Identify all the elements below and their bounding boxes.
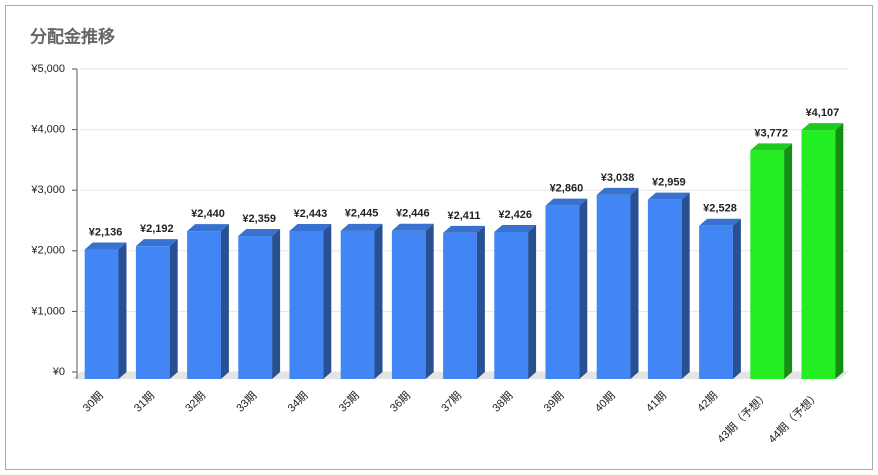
- bar-side: [272, 229, 281, 379]
- bar-top: [340, 223, 383, 231]
- bar-side: [835, 123, 844, 379]
- bar-front: [801, 130, 836, 379]
- bar-front: [494, 231, 529, 379]
- value-label: ¥2,359: [242, 213, 276, 225]
- y-tick-label: ¥3,000: [30, 184, 65, 196]
- value-label: ¥2,426: [498, 209, 532, 221]
- bar-top: [187, 224, 229, 232]
- bar-side: [425, 223, 434, 379]
- bar-side: [169, 239, 178, 379]
- value-label: ¥2,860: [550, 183, 584, 195]
- bar-front: [84, 249, 119, 379]
- bar-top: [391, 223, 434, 231]
- bar-side: [323, 223, 332, 379]
- bar-top: [596, 187, 639, 195]
- bar-side: [528, 224, 537, 379]
- value-label: ¥3,038: [601, 172, 635, 184]
- bar-front: [647, 199, 682, 379]
- bar-side: [681, 192, 690, 379]
- bar-side: [118, 242, 127, 379]
- value-label: ¥2,136: [89, 226, 123, 238]
- bar-side: [732, 218, 741, 379]
- bar-top: [289, 223, 332, 231]
- bar-front: [391, 230, 426, 379]
- bar-top: [699, 218, 741, 226]
- y-tick-label: ¥2,000: [30, 245, 65, 257]
- bar-top: [801, 123, 844, 131]
- bar-front: [750, 150, 785, 379]
- bar-front: [340, 230, 375, 379]
- bar-front: [135, 246, 170, 379]
- y-tick-label: ¥4,000: [30, 124, 65, 136]
- value-label: ¥2,411: [447, 210, 480, 222]
- value-label: ¥2,443: [294, 208, 328, 220]
- bar-front: [187, 231, 221, 379]
- value-label: ¥2,445: [345, 208, 379, 220]
- bar-front: [699, 225, 733, 379]
- bar-front: [596, 194, 631, 379]
- bar-front: [545, 205, 580, 379]
- bar-top: [494, 224, 537, 232]
- y-tick-label: ¥0: [52, 366, 65, 378]
- bar-top: [84, 242, 127, 250]
- bar-side: [579, 198, 588, 379]
- bar-top: [647, 192, 690, 200]
- value-label: ¥2,446: [396, 208, 430, 220]
- bar-top: [238, 229, 281, 237]
- value-label: ¥4,107: [806, 107, 840, 119]
- value-label: ¥2,959: [652, 177, 686, 189]
- bar-top: [750, 143, 793, 151]
- bar-front: [443, 232, 477, 379]
- y-tick-label: ¥1,000: [30, 305, 65, 317]
- bar-top: [135, 239, 178, 247]
- bar-side: [476, 225, 485, 379]
- chart-title: 分配金推移: [30, 26, 115, 46]
- bar-front: [289, 230, 324, 379]
- value-label: ¥2,528: [703, 203, 737, 215]
- value-label: ¥2,440: [191, 208, 225, 220]
- value-label: ¥2,192: [140, 223, 174, 235]
- bar-front: [238, 236, 273, 379]
- bar-top: [443, 225, 485, 233]
- bar-side: [784, 143, 793, 379]
- bar-side: [374, 223, 383, 379]
- y-tick-label: ¥5,000: [30, 63, 65, 75]
- bar-side: [220, 224, 229, 379]
- bar-top: [545, 198, 588, 206]
- bar-side: [630, 187, 639, 379]
- value-label: ¥3,772: [754, 127, 788, 139]
- frame: [5, 5, 873, 470]
